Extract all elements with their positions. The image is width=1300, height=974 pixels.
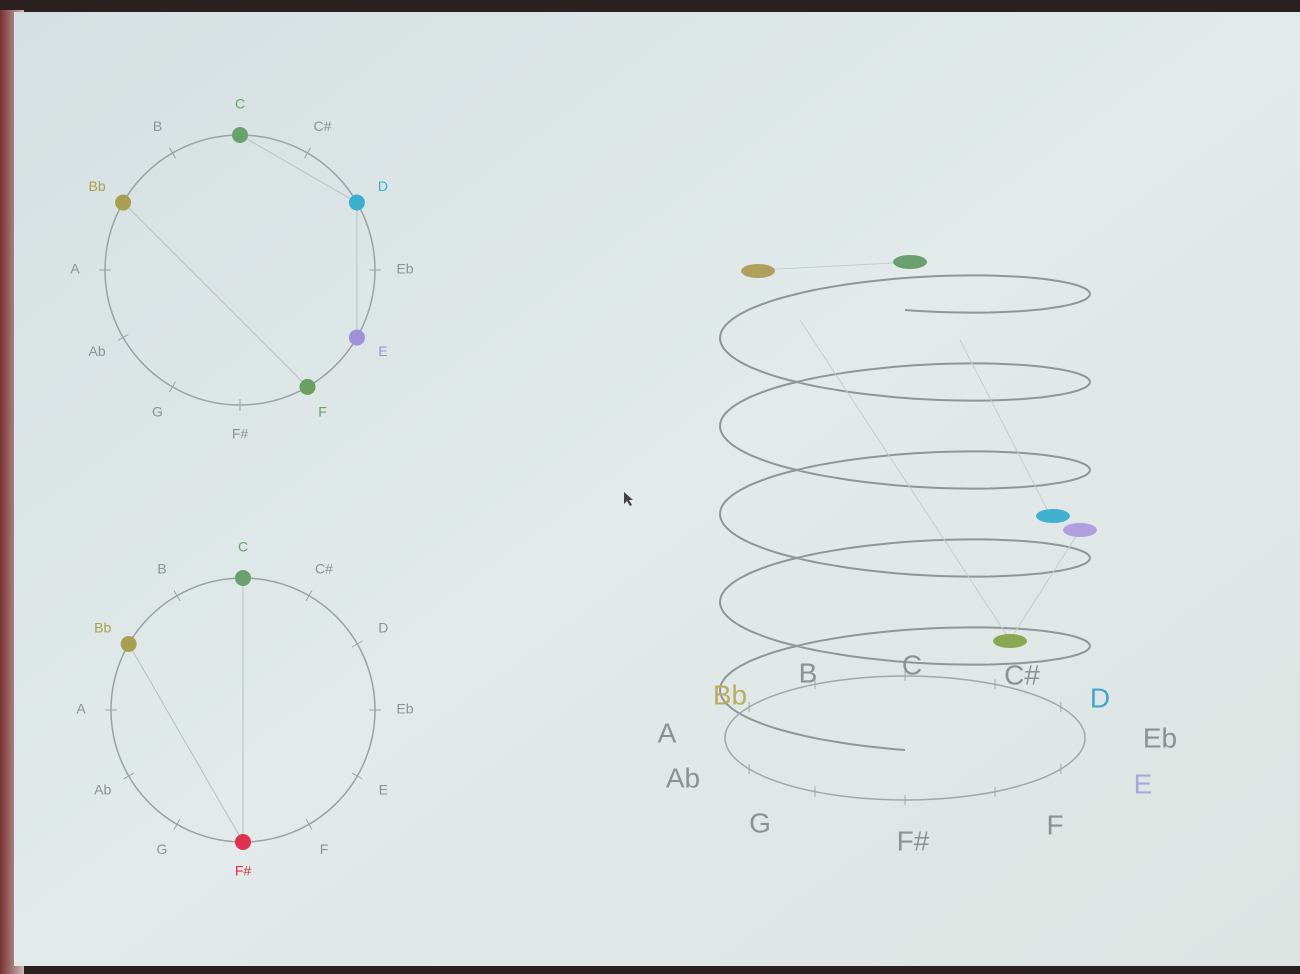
helix-note-label: C bbox=[902, 649, 922, 680]
note-label: E bbox=[379, 782, 388, 798]
helix-note-label: F# bbox=[897, 825, 930, 856]
screen-area bbox=[14, 12, 1300, 966]
helix-note-label: Eb bbox=[1143, 722, 1177, 753]
note-label: B bbox=[153, 118, 162, 134]
note-label: A bbox=[76, 701, 86, 717]
helix-note-label: C# bbox=[1004, 659, 1040, 690]
tick bbox=[169, 381, 176, 393]
note-label: C# bbox=[315, 560, 333, 576]
chord-line bbox=[239, 134, 358, 203]
note-dot bbox=[232, 127, 248, 143]
helix-chord bbox=[959, 339, 1051, 516]
note-dot bbox=[120, 636, 137, 652]
note-label: Eb bbox=[396, 701, 413, 717]
note-label: E bbox=[378, 343, 387, 359]
note-label: D bbox=[378, 178, 388, 194]
note-label: Bb bbox=[94, 620, 111, 636]
note-label: B bbox=[157, 560, 166, 576]
helix-note-dot bbox=[993, 634, 1027, 648]
helix-note-label: A bbox=[658, 717, 677, 748]
note-dot bbox=[348, 329, 365, 346]
helix-note-dot bbox=[1063, 523, 1097, 537]
note-dot bbox=[348, 194, 365, 211]
note-label: C# bbox=[314, 118, 332, 134]
chord-line bbox=[128, 643, 244, 843]
helix-curve bbox=[718, 274, 1092, 751]
helix-note-label: Bb bbox=[713, 679, 747, 710]
note-label: Bb bbox=[89, 178, 106, 194]
helix-chord bbox=[1009, 529, 1081, 641]
diagram-layer: C C# D Eb E F F# G Ab A Bb B C C# D Eb E F F# G Ab A Bb B C C# D Eb… bbox=[70, 96, 1177, 879]
note-dot bbox=[235, 834, 251, 850]
tick bbox=[169, 147, 176, 159]
note-label: Ab bbox=[89, 343, 106, 359]
helix-chord bbox=[759, 261, 911, 271]
mouse-cursor bbox=[624, 492, 633, 506]
note-label: G bbox=[152, 404, 163, 420]
note-label: F# bbox=[232, 426, 249, 442]
tick bbox=[173, 590, 181, 602]
note-label: D bbox=[378, 620, 388, 636]
note-label: Ab bbox=[94, 782, 111, 798]
helix-note-label: Ab bbox=[666, 762, 700, 793]
note-label: F bbox=[320, 841, 329, 857]
tick bbox=[305, 818, 313, 830]
note-label: F# bbox=[235, 863, 252, 879]
helix-note-dot bbox=[741, 264, 775, 278]
note-label: F bbox=[318, 404, 327, 420]
note-dot bbox=[235, 570, 251, 586]
helix-note-label: E bbox=[1134, 768, 1153, 799]
helix-note-label: F bbox=[1046, 809, 1063, 840]
helix-chord bbox=[799, 319, 1011, 641]
helix-note-label: G bbox=[749, 807, 771, 838]
tick bbox=[305, 590, 313, 602]
note-dot bbox=[115, 194, 132, 211]
tick bbox=[304, 147, 311, 159]
note-label: C bbox=[235, 96, 245, 112]
helix-note-dot bbox=[893, 255, 927, 269]
note-label: G bbox=[157, 841, 168, 857]
helix-note-dot bbox=[1036, 509, 1070, 523]
helix-note-label: D bbox=[1090, 682, 1110, 713]
note-dot bbox=[299, 378, 316, 395]
helix-note-label: B bbox=[799, 657, 818, 688]
tick bbox=[123, 772, 135, 780]
note-label: Eb bbox=[396, 261, 413, 277]
note-label: C bbox=[238, 539, 248, 555]
chord-line bbox=[122, 202, 308, 388]
tick bbox=[351, 772, 363, 780]
tick bbox=[351, 640, 363, 648]
tick bbox=[173, 818, 181, 830]
tick bbox=[117, 334, 129, 341]
note-label: A bbox=[70, 261, 80, 277]
